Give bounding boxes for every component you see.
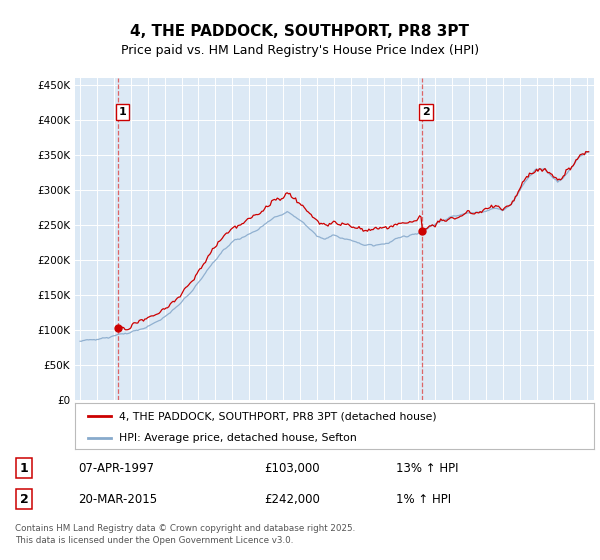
Text: 07-APR-1997: 07-APR-1997 (78, 462, 154, 475)
Text: £242,000: £242,000 (264, 493, 320, 506)
Text: 13% ↑ HPI: 13% ↑ HPI (396, 462, 458, 475)
Text: 4, THE PADDOCK, SOUTHPORT, PR8 3PT (detached house): 4, THE PADDOCK, SOUTHPORT, PR8 3PT (deta… (119, 411, 437, 421)
Text: 1: 1 (119, 107, 127, 117)
Text: HPI: Average price, detached house, Sefton: HPI: Average price, detached house, Seft… (119, 433, 357, 442)
Text: 4, THE PADDOCK, SOUTHPORT, PR8 3PT: 4, THE PADDOCK, SOUTHPORT, PR8 3PT (131, 25, 470, 39)
Text: 1% ↑ HPI: 1% ↑ HPI (396, 493, 451, 506)
Text: 20-MAR-2015: 20-MAR-2015 (78, 493, 157, 506)
Text: 1: 1 (20, 462, 28, 475)
Text: Price paid vs. HM Land Registry's House Price Index (HPI): Price paid vs. HM Land Registry's House … (121, 44, 479, 57)
Text: 2: 2 (20, 493, 28, 506)
Text: £103,000: £103,000 (264, 462, 320, 475)
Text: Contains HM Land Registry data © Crown copyright and database right 2025.
This d: Contains HM Land Registry data © Crown c… (15, 524, 355, 545)
Text: 2: 2 (422, 107, 430, 117)
